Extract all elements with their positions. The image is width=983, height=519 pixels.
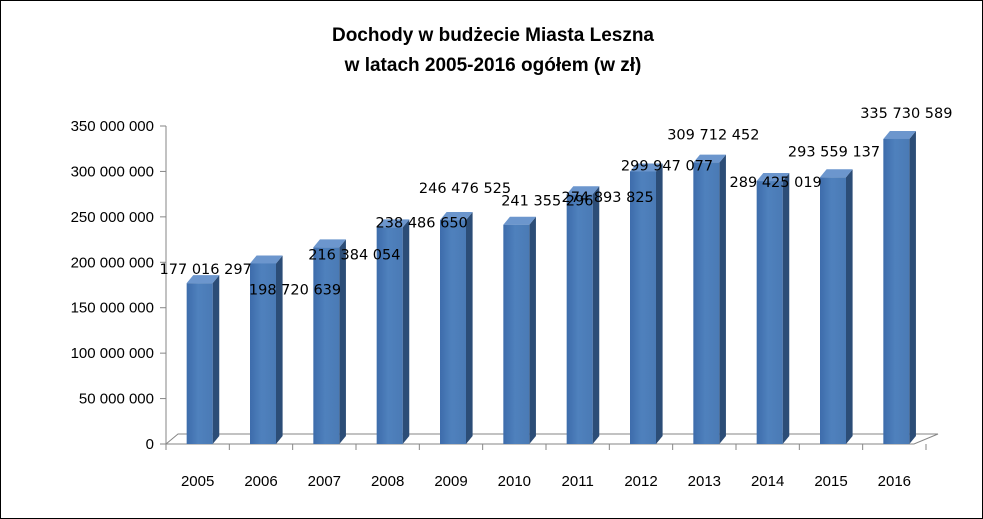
data-label: 216 384 054: [308, 247, 400, 263]
bar: [693, 154, 726, 444]
bar-top: [566, 186, 600, 195]
bar-side: [276, 255, 283, 444]
bars: [186, 130, 916, 445]
data-label: 309 712 452: [667, 128, 759, 144]
bar: [630, 163, 663, 444]
data-labels: 177 016 297 198 720 639 216 384 054 238 486…: [160, 106, 953, 298]
bar-front: [883, 138, 910, 444]
data-label: 238 486 650: [376, 215, 468, 231]
bar: [756, 173, 790, 445]
bar-top: [820, 169, 853, 178]
x-tick-label: 2008: [371, 473, 404, 490]
bar-side: [909, 130, 916, 444]
bar-side: [719, 154, 726, 444]
bar-top: [883, 130, 916, 139]
data-label: 241 355 296: [501, 194, 593, 210]
x-tick-label: 2013: [688, 473, 721, 490]
bar-top: [756, 173, 790, 182]
bar-front: [503, 224, 530, 444]
bar-top: [186, 275, 220, 284]
y-tick-label: 150 000 000: [71, 300, 154, 317]
bar-side: [402, 219, 410, 444]
bar-side: [592, 186, 600, 444]
bar-front: [820, 177, 846, 444]
bar-side: [212, 275, 220, 444]
y-tick-label: 0: [146, 436, 154, 453]
bar-top: [503, 216, 536, 225]
bar-front: [186, 283, 213, 444]
bar: [503, 216, 536, 444]
x-tick-label: 2006: [244, 473, 277, 490]
bar: [376, 219, 410, 444]
bar-top: [630, 163, 663, 172]
chart-title-line-2: w latach 2005-2016 ogółem (w zł): [344, 55, 642, 76]
y-tick-label: 250 000 000: [71, 209, 154, 226]
y-tick-label: 100 000 000: [71, 345, 154, 362]
y-tick-label: 300 000 000: [71, 163, 154, 180]
bar-front: [250, 263, 276, 444]
bar-front: [566, 194, 593, 444]
x-tick-label: 2009: [434, 473, 467, 490]
bar-front: [376, 227, 403, 444]
bar-top: [313, 239, 346, 248]
data-label: 246 476 525: [419, 181, 511, 197]
bar-front: [440, 220, 466, 444]
x-tick-label: 2012: [624, 473, 657, 490]
bar: [186, 275, 220, 444]
data-label: 335 730 589: [860, 106, 952, 122]
x-tick-label: 2007: [308, 473, 341, 490]
data-label: 274 893 825: [562, 190, 654, 206]
data-label: 177 016 297: [160, 262, 252, 278]
bar: [883, 130, 916, 444]
x-tick-label: 2005: [181, 473, 214, 490]
bar: [440, 212, 473, 444]
bar-front: [630, 171, 656, 444]
chart-floor: [164, 433, 939, 445]
bar-front: [756, 181, 783, 445]
data-label: 289 425 019: [730, 175, 822, 191]
bar-front: [313, 247, 340, 444]
bar-top: [250, 255, 283, 264]
bar-top: [440, 212, 473, 221]
x-tick-label: 2011: [562, 473, 594, 490]
y-tick-label: 200 000 000: [71, 254, 154, 271]
x-tick-label: 2015: [814, 473, 847, 490]
data-label: 198 720 639: [249, 282, 341, 298]
data-label: 293 559 137: [788, 144, 880, 160]
y-tick-label: 50 000 000: [79, 391, 154, 408]
data-label: 299 947 077: [621, 158, 713, 174]
bar: [250, 255, 283, 444]
y-tick-label: 350 000 000: [71, 118, 154, 135]
x-tick-label: 2016: [878, 473, 911, 490]
bar-side: [529, 216, 536, 444]
chart-title-line-1: Dochody w budżecie Miasta Leszna: [332, 25, 654, 46]
bar: [566, 186, 600, 444]
bar-side: [656, 163, 663, 444]
bar-side: [846, 169, 853, 444]
bar-side: [466, 212, 473, 444]
bar-side: [339, 239, 346, 444]
bar-top: [693, 154, 726, 163]
bar: [820, 169, 853, 444]
bar: [313, 239, 346, 444]
bar-top: [376, 219, 410, 228]
bar-side: [782, 173, 790, 445]
axes: 0 50 000 000 100 000 000 150 000 000 200 000…: [71, 118, 939, 490]
x-tick-label: 2014: [751, 473, 784, 490]
bar-front: [693, 162, 720, 444]
x-tick-label: 2010: [498, 473, 531, 490]
